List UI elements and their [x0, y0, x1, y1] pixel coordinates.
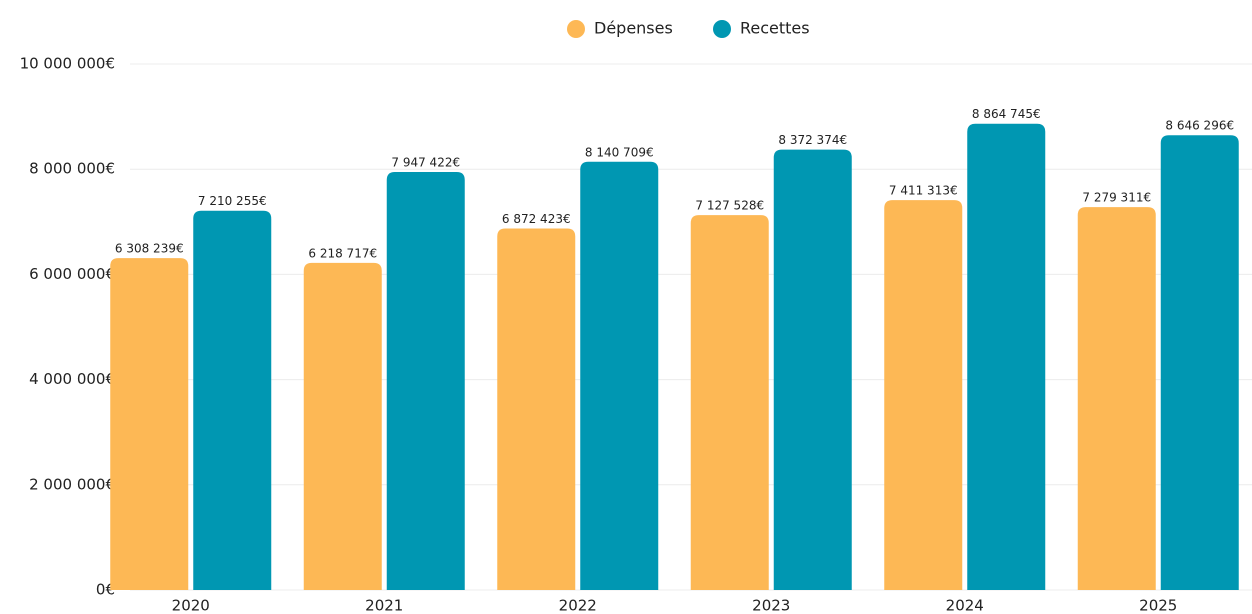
bar [497, 228, 576, 590]
legend-label: Dépenses [594, 19, 673, 38]
value-label: 6 872 423€ [502, 212, 571, 226]
y-tick-label: 6 000 000€ [29, 265, 115, 283]
value-label: 7 279 311€ [1082, 191, 1151, 205]
y-tick-label: 10 000 000€ [20, 55, 115, 73]
bar [110, 258, 189, 590]
x-tick-label: 2025 [1139, 597, 1177, 614]
bar [386, 171, 465, 590]
bar [1160, 135, 1239, 590]
value-label: 6 308 239€ [115, 242, 184, 256]
value-label: 6 218 717€ [308, 246, 377, 260]
value-label: 7 127 528€ [695, 199, 764, 213]
bar [773, 149, 852, 590]
bar [1077, 207, 1156, 590]
bar [884, 200, 963, 591]
value-label: 8 372 374€ [778, 133, 847, 147]
value-label: 8 864 745€ [972, 107, 1041, 121]
x-tick-label: 2021 [365, 597, 403, 614]
value-label: 7 947 422€ [391, 155, 460, 169]
bar [967, 123, 1046, 590]
legend-swatch [567, 20, 585, 38]
x-tick-label: 2023 [752, 597, 790, 614]
value-label: 7 411 313€ [889, 184, 958, 198]
bar [580, 161, 659, 590]
legend-label: Recettes [740, 19, 810, 38]
y-tick-label: 0€ [96, 581, 115, 599]
x-tick-label: 2022 [559, 597, 597, 614]
value-label: 8 140 709€ [585, 145, 654, 159]
value-label: 8 646 296€ [1165, 119, 1234, 133]
bar [193, 210, 272, 590]
y-tick-label: 2 000 000€ [29, 475, 115, 493]
bar [690, 215, 769, 590]
y-tick-label: 8 000 000€ [29, 160, 115, 178]
bar [303, 262, 382, 590]
legend-swatch [713, 20, 731, 38]
value-label: 7 210 255€ [198, 194, 267, 208]
y-tick-label: 4 000 000€ [29, 370, 115, 388]
x-tick-label: 2020 [172, 597, 210, 614]
x-tick-label: 2024 [946, 597, 984, 614]
